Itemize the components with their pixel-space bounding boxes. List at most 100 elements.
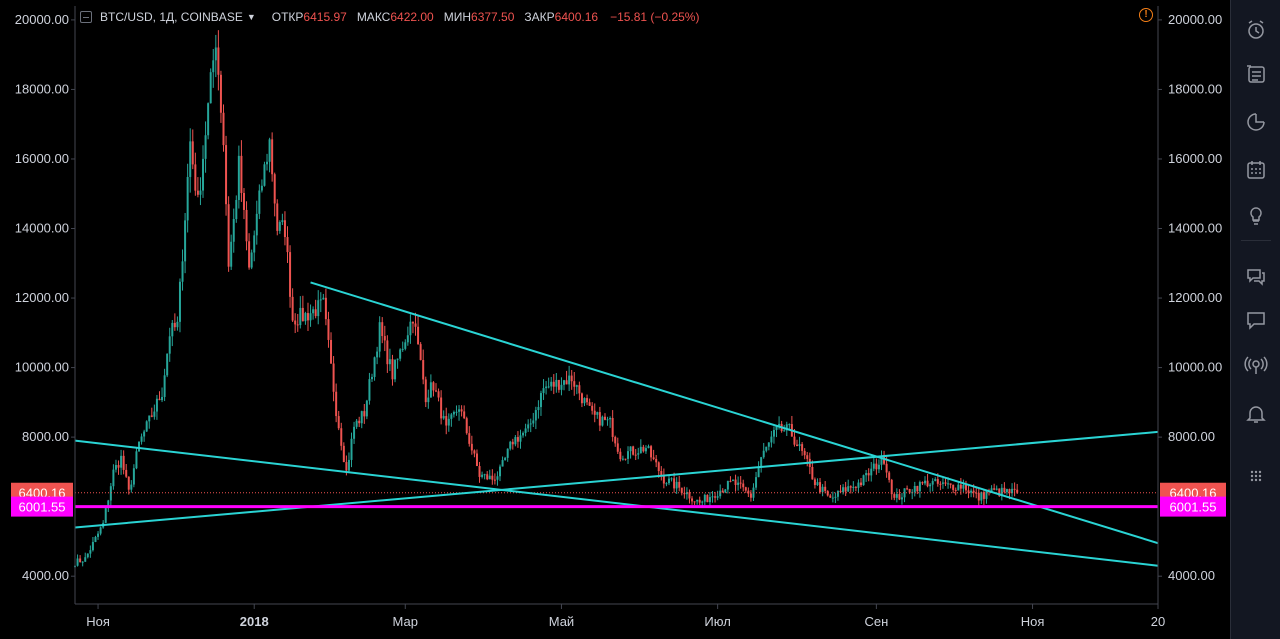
notifications-bell-icon[interactable] [1231,392,1280,436]
x-tick-label: Май [549,614,574,629]
trendline-rising-line [74,430,1159,529]
candle-down [721,488,724,493]
candle-up [895,488,898,503]
candle-body [143,431,146,437]
chevron-down-icon[interactable]: ▼ [246,12,256,22]
candle-down [888,470,891,483]
candle-down [826,490,829,497]
candle-body [409,321,412,336]
candle-up [155,394,158,420]
calendar-icon[interactable] [1231,148,1280,192]
candle-up [312,306,315,320]
candle-body [363,411,366,417]
candle-body [731,479,734,481]
candle-down [557,379,560,393]
candle-up [637,447,640,460]
candle-body [637,453,640,455]
candle-down [225,135,228,216]
candle-down [445,407,448,435]
candle-body [145,421,148,432]
candle-down [975,487,978,499]
candle-down [993,483,996,491]
candle-body [399,349,402,359]
candle-down [173,313,176,331]
candle-down [565,370,568,385]
symbol-name[interactable]: BTC/USD, 1Д, COINBASE [100,10,243,24]
candle-down [739,476,742,489]
candle-body [414,323,417,327]
candle-body [972,490,975,493]
candle-body [450,414,453,419]
candle-down [578,381,581,401]
candle-body [355,420,358,427]
collapse-icon[interactable] [80,11,92,23]
candle-body [688,492,691,499]
candle-down [150,407,153,418]
candle-up [199,177,202,206]
candle-body [734,479,737,485]
candle-up [644,445,647,454]
support-level-label-box [1160,496,1226,517]
candle-body [522,432,525,436]
candle-body [440,397,443,419]
private-chat-icon[interactable] [1231,298,1280,342]
candle-down [332,356,335,402]
candle-body [667,478,670,484]
candle-up [627,446,630,464]
chat-icon[interactable] [1231,254,1280,298]
ideas-lightbulb-icon[interactable] [1231,194,1280,238]
candle-body [509,441,512,449]
y-tick-label-left: 10000.00 [15,360,69,375]
candle-body [499,466,502,477]
more-dots-icon[interactable] [1231,454,1280,498]
candle-body [107,500,110,509]
candle-body [304,313,307,322]
candle-body [314,309,317,317]
broadcast-icon[interactable] [1231,344,1280,388]
candle-up [99,526,102,536]
watchlist-icon[interactable] [1231,52,1280,96]
candle-body [560,384,563,390]
alarm-clock-icon[interactable] [1231,8,1280,52]
candle-down [854,486,857,492]
candle-down [191,129,194,170]
candle-body [312,309,315,314]
candle-body [255,213,258,236]
candle-up [278,220,281,234]
candle-body [1000,487,1003,496]
candle-down [289,245,292,308]
candle-down [158,391,161,401]
candle-body [429,382,432,398]
candle-body [225,145,228,205]
candle-body [301,307,304,322]
candle-down [603,413,606,421]
candle-up [519,429,522,449]
data-window-icon[interactable] [1231,100,1280,144]
candle-up [317,290,320,325]
candle-body [947,483,950,485]
candle-body [89,550,92,554]
candle-down [952,484,955,494]
candle-body [655,458,658,463]
warning-icon[interactable]: ! [1139,8,1153,22]
candle-up [212,48,215,88]
candle-up [202,145,205,198]
candle-body [545,386,548,389]
candle-up [665,482,668,487]
candle-up [81,561,84,567]
candle-down [424,376,427,408]
candle-down [811,460,814,480]
candle-up [537,400,540,419]
candle-body [214,47,217,61]
candle-body [706,494,709,503]
candle-down [660,466,663,481]
candle-up [606,416,609,426]
candle-up [114,459,117,473]
symbol-header: BTC/USD, 1Д, COINBASE ▼ ОТКР 6415.97 МАК… [80,8,699,26]
low-value: 6377.50 [471,10,515,24]
candle-up [250,249,253,270]
candle-body [86,553,89,558]
candle-up [97,531,100,540]
candle-body [821,486,824,493]
